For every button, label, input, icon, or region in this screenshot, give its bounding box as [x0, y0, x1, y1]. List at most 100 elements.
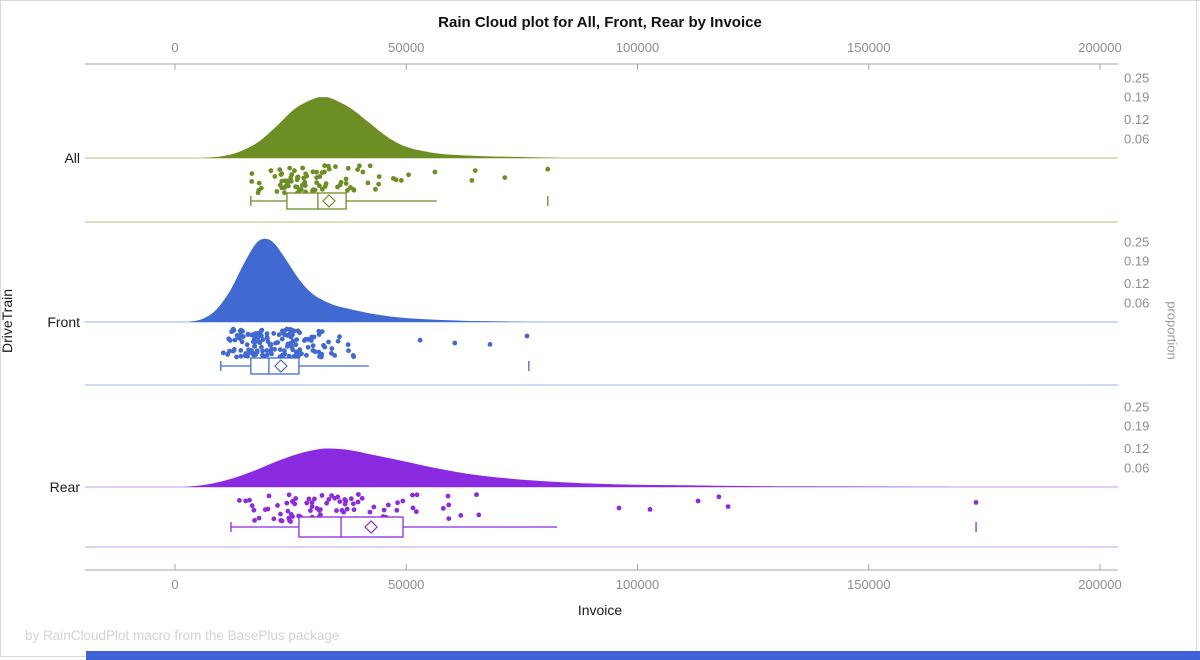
- data-point-Rear: [381, 507, 387, 513]
- proportion-tick-label-Front: 0.06: [1124, 295, 1149, 310]
- data-point-All: [343, 181, 349, 186]
- data-point-Front: [335, 338, 341, 344]
- data-point-Front: [230, 326, 236, 332]
- data-point-Front: [227, 338, 233, 343]
- data-point-Rear: [249, 503, 255, 509]
- data-point-All: [287, 165, 293, 171]
- data-point-Rear: [288, 512, 294, 517]
- data-point-All: [365, 180, 371, 186]
- data-point-All: [304, 173, 310, 179]
- mean-diamond-Front: [274, 359, 288, 373]
- proportion-tick-label-Rear: 0.12: [1124, 441, 1149, 456]
- data-point-Front: [257, 332, 263, 338]
- data-point-Rear: [371, 504, 377, 510]
- container-border-right: [1196, 0, 1197, 657]
- data-point-Front: [279, 336, 285, 342]
- data-point-Rear: [395, 500, 400, 506]
- data-point-Front: [272, 346, 278, 352]
- proportion-tick-label-Rear: 0.06: [1124, 460, 1149, 475]
- proportion-tick-label-Rear: 0.19: [1124, 419, 1149, 434]
- data-point-Front: [252, 344, 257, 349]
- data-point-Front: [245, 353, 251, 359]
- data-point-Front: [267, 342, 273, 348]
- data-point-Rear: [247, 497, 252, 503]
- data-point-Front: [260, 337, 266, 343]
- data-point-All: [274, 189, 280, 194]
- data-point-Rear: [445, 493, 451, 499]
- x-axis-tick-label-top: 100000: [616, 40, 659, 55]
- data-point-All: [258, 185, 264, 191]
- x-axis-tick-label-top: 150000: [847, 40, 890, 55]
- data-point-Front: [239, 339, 245, 345]
- data-point-All: [277, 182, 283, 188]
- data-point-Front: [282, 351, 288, 357]
- data-point-All: [343, 176, 349, 182]
- x-axis-tick-label-bottom: 100000: [616, 577, 659, 592]
- data-point-Front: [250, 339, 256, 345]
- x-axis-tick-label-bottom: 200000: [1078, 577, 1121, 592]
- x-axis-tick-label-top: 0: [171, 40, 178, 55]
- data-point-Front: [309, 334, 315, 340]
- proportion-tick-label-Front: 0.19: [1124, 254, 1149, 269]
- data-point-All: [398, 178, 404, 183]
- data-point-Front: [312, 349, 318, 355]
- data-point-Front: [346, 348, 351, 354]
- data-point-All: [337, 182, 343, 188]
- data-point-All: [282, 190, 287, 196]
- data-point-Front: [452, 340, 458, 346]
- data-point-Front: [240, 334, 246, 339]
- data-point-Rear: [319, 493, 325, 498]
- data-point-Rear: [410, 492, 415, 498]
- data-point-Rear: [725, 504, 731, 509]
- data-point-Rear: [413, 509, 419, 515]
- data-point-Rear: [394, 507, 400, 513]
- data-point-All: [472, 168, 478, 174]
- x-axis-tick-label-bottom: 0: [171, 577, 178, 592]
- strip-points-All: [249, 163, 551, 196]
- data-point-All: [256, 180, 262, 186]
- data-point-All: [345, 188, 350, 193]
- data-point-All: [545, 166, 551, 172]
- data-point-Front: [275, 340, 281, 345]
- data-point-Rear: [284, 500, 290, 506]
- x-axis-tick-label-bottom: 150000: [847, 577, 890, 592]
- data-point-Rear: [400, 498, 406, 504]
- data-point-All: [255, 190, 261, 196]
- data-point-All: [432, 169, 438, 175]
- data-point-Front: [317, 354, 322, 359]
- data-point-Front: [345, 342, 351, 348]
- data-point-Front: [286, 353, 292, 359]
- chart-title: Rain Cloud plot for All, Front, Rear by …: [438, 14, 762, 31]
- proportion-tick-label-Front: 0.25: [1124, 235, 1149, 250]
- data-point-Front: [524, 333, 530, 339]
- data-point-Rear: [616, 505, 622, 511]
- data-point-Rear: [385, 502, 391, 508]
- data-point-Front: [237, 328, 243, 334]
- data-point-Front: [220, 350, 226, 356]
- data-point-Rear: [647, 507, 653, 512]
- data-point-Rear: [410, 505, 416, 511]
- data-point-All: [357, 163, 362, 169]
- data-point-Front: [254, 348, 260, 354]
- data-point-All: [333, 164, 338, 170]
- data-point-Front: [295, 328, 301, 334]
- data-point-All: [249, 171, 255, 177]
- data-point-All: [249, 179, 255, 184]
- proportion-tick-label-Rear: 0.25: [1124, 400, 1149, 415]
- data-point-Front: [290, 347, 296, 353]
- data-point-All: [294, 184, 300, 190]
- category-label-Rear: Rear: [50, 479, 81, 495]
- data-point-Front: [487, 342, 493, 347]
- data-point-All: [502, 175, 508, 181]
- data-point-Front: [225, 352, 231, 357]
- data-point-Rear: [446, 502, 452, 508]
- data-point-Front: [244, 342, 250, 348]
- data-point-Rear: [293, 496, 299, 501]
- y-axis-title-drivetrain: DriveTrain: [0, 288, 15, 354]
- density-curve-Rear: [184, 448, 971, 487]
- data-point-Front: [284, 344, 290, 349]
- data-point-Front: [247, 347, 253, 353]
- data-point-Rear: [275, 503, 280, 508]
- data-point-Rear: [326, 497, 332, 502]
